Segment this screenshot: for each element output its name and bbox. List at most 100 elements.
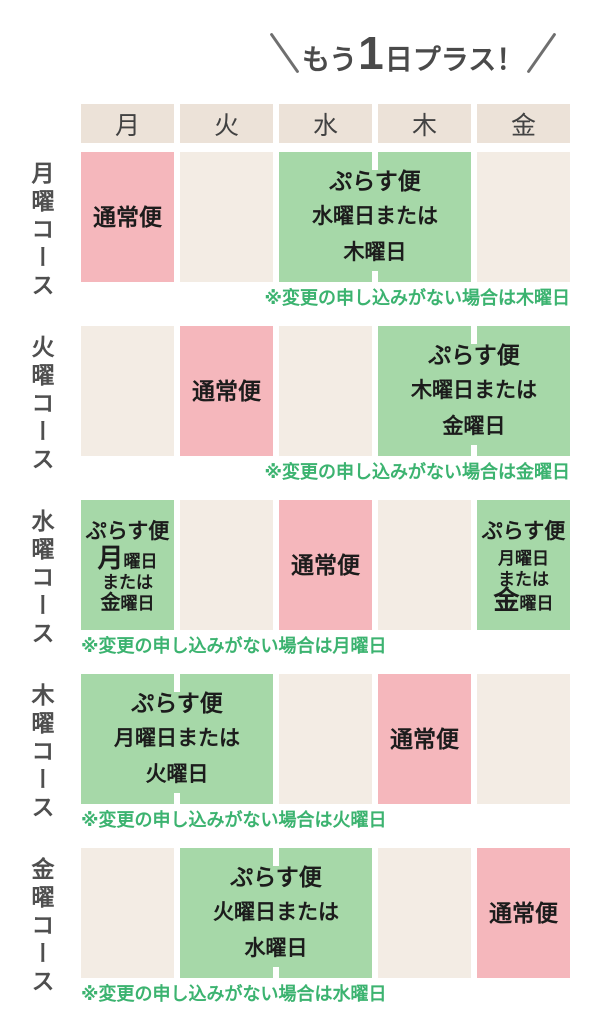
cell-text-segment: ぷらす便	[481, 520, 566, 543]
cell-line: 月曜日	[97, 545, 158, 572]
cell-line: 水曜日	[245, 931, 308, 967]
course-row: 火曜コース 通常便 ぷらす便 木曜日または 金曜日 ※変更の申し込みがない場合は金曜日	[0, 326, 613, 484]
day-header-cell: 月	[81, 104, 174, 143]
schedule-cell-normal: 通常便	[378, 674, 471, 804]
cell-text-segment: 月曜日または	[114, 727, 240, 750]
course-label-column: 金曜コース	[0, 848, 81, 1006]
schedule-cell-plus: ぷらす便火曜日または水曜日	[180, 848, 372, 978]
cell-text-segment: ぷらす便	[230, 864, 322, 890]
course-label-column: 月曜コース	[0, 152, 81, 310]
schedule-cell-normal: 通常便	[477, 848, 570, 978]
schedule-cell-plus: ぷらす便水曜日または 木曜日	[279, 152, 471, 282]
cell-line: ぷらす便	[86, 516, 170, 548]
schedule-cell-normal: 通常便	[180, 326, 273, 456]
schedule-cell-normal: 通常便	[279, 500, 372, 630]
course-label: 水曜コース	[28, 509, 54, 649]
title-suffix: 日プラス！	[384, 44, 525, 75]
cell-text-segment: 曜日	[519, 594, 554, 613]
change-note: ※変更の申し込みがない場合は木曜日	[264, 288, 571, 308]
cell-text-segment: 月	[97, 543, 124, 573]
cell-text-segment: 曜日	[123, 552, 158, 571]
cell-text-segment: 金	[100, 592, 121, 614]
cell-line: または	[498, 569, 549, 590]
cell-text-segment: 通常便	[489, 900, 558, 926]
cell-line: 火曜日	[146, 757, 209, 793]
cell-text-segment: 木曜日	[343, 241, 407, 264]
day-header-cell: 木	[378, 104, 471, 143]
course-row-main: 通常便 ぷらす便水曜日または 木曜日 ※変更の申し込みがない場合は木曜日	[81, 152, 570, 310]
course-row: 木曜コース ぷらす便月曜日または 火曜日 通常便 ※変更の申し込みがない場合は火曜日	[0, 674, 613, 832]
title-number: 1	[358, 27, 384, 79]
cell-line: 月曜日または	[114, 721, 240, 757]
cell-text-segment: 通常便	[93, 204, 162, 230]
change-note: ※変更の申し込みがない場合は火曜日	[81, 810, 387, 830]
cell-text-segment: 金	[493, 585, 520, 615]
cell-text-segment: 月曜日	[498, 549, 549, 568]
emphasis-slash-left-icon	[269, 32, 300, 74]
course-row: 金曜コース ぷらす便火曜日または水曜日 通常便 ※変更の申し込みがない場合は水曜日	[0, 848, 613, 1006]
cell-line: 通常便	[390, 721, 459, 757]
cell-line: 月曜日	[498, 548, 549, 569]
cell-text-segment: 火曜日	[145, 763, 209, 786]
day-header-cell: 火	[180, 104, 273, 143]
cell-text-segment: 曜日	[120, 594, 155, 613]
schedule-cell-normal: 通常便	[81, 152, 174, 282]
course-label: 木曜コース	[28, 683, 54, 823]
cell-line: ぷらす便	[329, 163, 421, 199]
page-title-text: もう 1 日プラス！	[302, 30, 524, 76]
cell-text-segment: ぷらす便	[85, 520, 170, 543]
course-row: 月曜コース 通常便 ぷらす便水曜日または 木曜日 ※変更の申し込みがない場合は木曜日	[0, 152, 613, 310]
change-note: ※変更の申し込みがない場合は水曜日	[81, 984, 387, 1004]
cell-text-segment: ぷらす便	[329, 168, 421, 194]
cell-line: ぷらす便	[230, 859, 322, 895]
page-title: もう 1 日プラス！	[269, 24, 557, 82]
course-label-column: 水曜コース	[0, 500, 81, 658]
course-label: 金曜コース	[28, 857, 54, 997]
course-rows: 月曜コース 通常便 ぷらす便 水曜日または 木曜日 ※変更の申し込みがない場合は木曜日 火曜…	[0, 152, 613, 1006]
schedule-cell-plus: ぷらす便月曜日または 火曜日	[81, 674, 273, 804]
schedule-cell-empty	[477, 674, 570, 804]
cell-line: 通常便	[291, 547, 360, 583]
schedule-cell-plus: ぷらす便月曜日または 金曜日	[477, 500, 570, 630]
course-cells: ぷらす便 月曜日 または 金曜日 通常便 ぷらす便 月曜日 または 金曜日	[81, 500, 570, 630]
cell-line: 水曜日または	[312, 199, 438, 235]
cell-text-segment: 水曜日または	[312, 205, 438, 228]
schedule-cell-empty	[180, 500, 273, 630]
schedule-cell-empty	[81, 848, 174, 978]
cell-text-segment: 通常便	[192, 378, 261, 404]
cell-text-segment: または	[498, 570, 549, 589]
course-row-main: ぷらす便火曜日または水曜日 通常便 ※変更の申し込みがない場合は水曜日	[81, 848, 570, 1006]
cell-line: 金曜日	[493, 587, 554, 614]
schedule-cell-empty	[180, 152, 273, 282]
cell-line: ぷらす便	[428, 337, 520, 373]
cell-line: 火曜日または	[213, 895, 339, 931]
course-cells: 通常便 ぷらす便木曜日または 金曜日	[81, 326, 570, 456]
schedule-cell-plus: ぷらす便 月曜日 または 金曜日	[81, 500, 174, 630]
cell-text-segment: または	[102, 573, 153, 592]
cell-line: 木曜日	[344, 235, 407, 271]
schedule-cell-empty	[279, 326, 372, 456]
cell-line: 通常便	[192, 373, 261, 409]
course-label-column: 火曜コース	[0, 326, 81, 484]
change-note: ※変更の申し込みがない場合は月曜日	[81, 636, 387, 656]
cell-text-segment: ぷらす便	[428, 342, 520, 368]
course-cells: 通常便 ぷらす便水曜日または 木曜日	[81, 152, 570, 282]
delivery-schedule-table: 月火水木金 月曜コース 通常便 ぷらす便 水曜日または 木曜日 ※変更の申し込みがない場合…	[0, 104, 613, 1022]
course-cells: ぷらす便火曜日または水曜日 通常便	[81, 848, 570, 978]
schedule-cell-empty	[378, 848, 471, 978]
course-row-main: 通常便 ぷらす便 木曜日または 金曜日 ※変更の申し込みがない場合は金曜日	[81, 326, 570, 484]
course-label: 月曜コース	[28, 161, 54, 301]
cell-text-segment: 金曜日	[442, 415, 506, 438]
cell-line: 通常便	[489, 895, 558, 931]
schedule-cell-empty	[378, 500, 471, 630]
cell-text-segment: 木曜日または	[411, 379, 537, 402]
cell-text-segment: 通常便	[390, 726, 459, 752]
course-row-main: ぷらす便月曜日または 火曜日 通常便 ※変更の申し込みがない場合は火曜日	[81, 674, 570, 832]
cell-line: ぷらす便	[482, 516, 566, 548]
cell-line: 通常便	[93, 199, 162, 235]
course-label-column: 木曜コース	[0, 674, 81, 832]
course-row: 水曜コース ぷらす便 月曜日 または 金曜日 通常便 ぷらす便 月曜日 または 金曜日 ※変更の申し…	[0, 500, 613, 658]
cell-text-segment: ぷらす便	[131, 690, 223, 716]
cell-text-segment: 水曜日	[244, 937, 308, 960]
cell-line: 木曜日または	[411, 373, 537, 409]
